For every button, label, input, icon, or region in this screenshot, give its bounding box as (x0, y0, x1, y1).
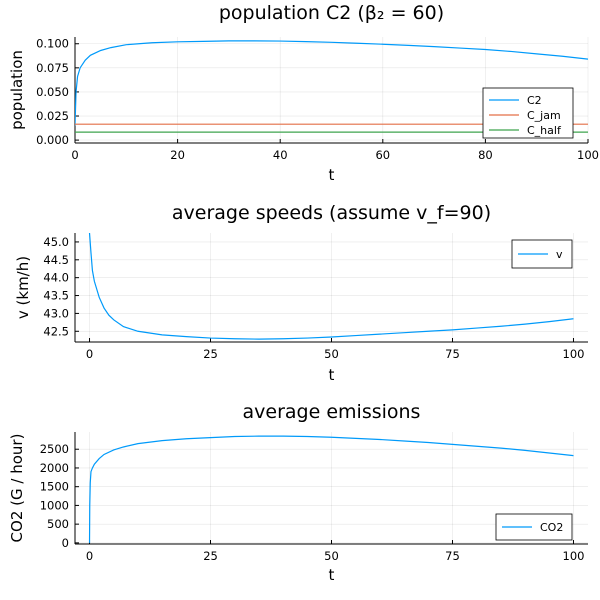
x-tick-label: 40 (273, 148, 288, 162)
x-tick-label: 50 (324, 549, 339, 563)
series-line-v (88, 232, 574, 340)
y-axis-label: v (km/h) (14, 256, 32, 319)
chart-title: average emissions (243, 401, 421, 423)
legend: C2 C_jam C_half (482, 87, 574, 139)
legend-label: C_jam (527, 109, 561, 122)
series-line-co2 (88, 435, 574, 543)
x-tick-label: 100 (563, 549, 585, 563)
x-tick-label: 50 (324, 347, 339, 361)
y-tick-label: 1500 (40, 480, 69, 494)
legend-label: C_half (527, 124, 562, 137)
x-tick-label: 100 (563, 347, 585, 361)
y-tick-label: 0.050 (36, 85, 69, 99)
x-tick-label: 25 (203, 347, 218, 361)
x-tick-label: 20 (170, 148, 185, 162)
y-tick-label: 42.5 (43, 324, 69, 338)
y-tick-label: 2000 (40, 461, 69, 475)
x-tick-label: 75 (445, 549, 460, 563)
series-line-c2 (75, 40, 588, 126)
y-tick-label: 1000 (40, 498, 69, 512)
x-tick-label: 0 (71, 148, 78, 162)
y-tick-label: 43.5 (43, 289, 69, 303)
x-axis-label: t (329, 166, 335, 184)
y-tick-label: 0 (62, 536, 69, 550)
y-tick-label: 0.000 (36, 133, 69, 147)
legend-box (482, 87, 574, 139)
chart-panel-2: 0 25 50 75 100 42.5 43.0 43.5 44.0 44.5 45.0 averag… (14, 202, 588, 384)
x-tick-label: 80 (478, 148, 493, 162)
y-tick-label: 0.025 (36, 109, 69, 123)
y-tick-label: 43.0 (43, 306, 69, 320)
y-tick-label: 0.075 (36, 61, 69, 75)
x-tick-label: 0 (86, 347, 93, 361)
x-tick-label: 25 (203, 549, 218, 563)
chart-title: average speeds (assume v_f=90) (172, 202, 491, 224)
chart-panel-1: 0 20 40 60 80 100 0.000 0.025 0.050 0.075 0.100 pop… (8, 2, 599, 184)
x-tick-label: 100 (577, 148, 599, 162)
y-tick-label: 44.5 (43, 253, 69, 267)
x-axis-label: t (329, 566, 335, 584)
legend: CO2 (495, 513, 573, 541)
y-tick-label: 44.0 (43, 271, 69, 285)
y-tick-label: 2500 (40, 442, 69, 456)
x-axis-label: t (329, 366, 335, 384)
legend-label: C2 (527, 94, 542, 107)
x-tick-label: 60 (375, 148, 390, 162)
y-tick-label: 0.100 (36, 37, 69, 51)
y-tick-label: 500 (47, 517, 69, 531)
y-tick-label: 45.0 (43, 235, 69, 249)
x-tick-label: 75 (445, 347, 460, 361)
chart-title: population C2 (β₂ = 60) (219, 2, 444, 24)
legend: v (511, 239, 573, 269)
y-axis-label: population (8, 50, 26, 130)
legend-label: v (556, 248, 563, 261)
x-tick-label: 0 (86, 549, 93, 563)
y-axis-label: CO2 (G / hour) (8, 434, 26, 543)
legend-label: CO2 (540, 521, 563, 534)
